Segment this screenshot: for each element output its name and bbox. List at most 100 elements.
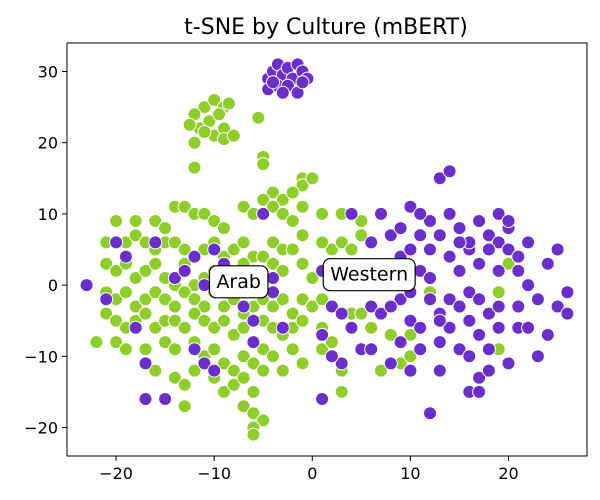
point-western [462, 349, 477, 364]
point-arab [275, 363, 290, 378]
point-arab [266, 256, 280, 271]
point-arab [251, 110, 266, 125]
y-tick-label: 10 [38, 205, 58, 224]
point-western [207, 242, 222, 257]
point-arab [295, 313, 310, 328]
y-tick-label: 20 [38, 134, 58, 153]
point-arab [295, 256, 310, 271]
point-western [481, 363, 496, 378]
point-arab [138, 263, 153, 278]
point-arab [177, 242, 192, 257]
point-western [138, 356, 153, 371]
point-western [344, 206, 359, 221]
x-tick-label: 10 [400, 464, 420, 483]
annotation-label: Western [330, 264, 408, 286]
chart-title: t-SNE by Culture (mBERT) [184, 15, 468, 40]
point-western [550, 299, 565, 314]
point-western [344, 320, 359, 335]
point-arab [374, 363, 388, 378]
point-arab [89, 335, 104, 350]
point-arab [177, 399, 192, 414]
annotations-layer: Arab Western [208, 258, 416, 299]
point-arab [354, 228, 369, 243]
point-arab [109, 214, 124, 228]
point-western [393, 335, 408, 350]
point-arab [109, 313, 124, 328]
point-arab [295, 228, 310, 243]
point-arab [501, 256, 516, 271]
point-western [491, 235, 506, 250]
point-arab [99, 306, 114, 321]
point-western [491, 299, 506, 314]
point-arab [285, 242, 300, 257]
point-arab [148, 320, 163, 335]
point-western [432, 228, 447, 243]
point-arab [128, 271, 143, 285]
point-western [364, 299, 379, 314]
point-arab [128, 299, 143, 314]
point-arab [182, 117, 197, 132]
point-arab [217, 221, 231, 236]
point-western [540, 327, 555, 342]
point-western [550, 242, 565, 257]
point-western [99, 292, 114, 307]
point-arab [295, 199, 310, 214]
point-arab [256, 249, 271, 264]
point-arab [256, 342, 271, 357]
point-western [452, 342, 467, 357]
point-arab [187, 363, 202, 378]
point-western [423, 292, 437, 307]
point-western [521, 235, 536, 250]
point-western [481, 306, 496, 321]
point-western [521, 320, 536, 335]
point-arab [226, 363, 241, 378]
point-arab [138, 342, 153, 357]
point-western [452, 299, 467, 314]
point-arab [266, 349, 280, 364]
point-western [432, 313, 447, 328]
point-arab [324, 335, 339, 350]
point-arab [266, 235, 280, 250]
point-arab [217, 356, 231, 371]
point-arab [167, 370, 182, 385]
point-western [423, 214, 437, 228]
point-western [413, 228, 428, 243]
point-western [442, 206, 457, 221]
point-western [452, 221, 467, 236]
point-arab [118, 342, 133, 357]
point-western [472, 384, 487, 399]
point-western [275, 85, 290, 100]
point-western [472, 370, 487, 385]
point-arab [266, 199, 280, 214]
point-western [472, 327, 487, 342]
point-western [109, 235, 124, 250]
point-arab [177, 377, 192, 392]
point-arab [138, 292, 153, 307]
point-western [324, 299, 339, 314]
x-tick-label: −10 [197, 464, 231, 483]
point-western [315, 392, 330, 406]
point-western [413, 320, 428, 335]
point-arab [236, 320, 251, 335]
point-western [560, 285, 575, 300]
point-western [472, 292, 487, 307]
point-western [452, 235, 467, 250]
point-arab [334, 235, 349, 250]
point-arab [197, 206, 212, 221]
point-western [413, 342, 428, 357]
point-arab [207, 214, 222, 228]
point-arab [148, 285, 163, 300]
point-western [324, 349, 339, 364]
point-western [442, 249, 457, 264]
point-western [472, 256, 487, 271]
point-arab [256, 157, 271, 172]
point-arab [207, 342, 222, 357]
point-arab [364, 320, 379, 335]
point-arab [315, 206, 330, 221]
point-western [423, 271, 437, 285]
point-western [118, 249, 133, 264]
point-arab [285, 185, 300, 200]
point-arab [275, 192, 290, 207]
point-western [472, 214, 487, 228]
point-arab [246, 427, 261, 442]
